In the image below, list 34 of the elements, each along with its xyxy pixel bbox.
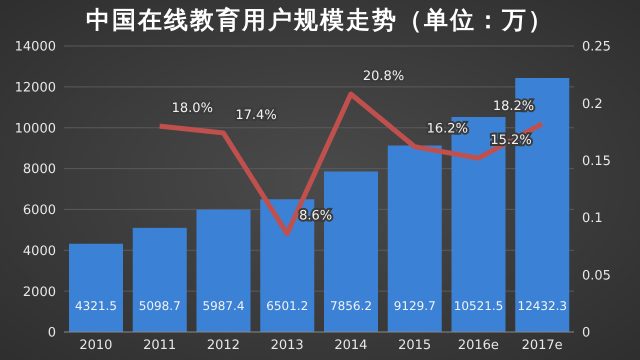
data-label: 10521.5 bbox=[454, 299, 504, 313]
y-tick-label: 14000 bbox=[14, 40, 56, 55]
x-tick-label: 2014 bbox=[334, 338, 368, 354]
data-label: 5098.7 bbox=[138, 299, 181, 313]
y-tick-label: 8000 bbox=[22, 162, 56, 178]
data-label: 18.0% bbox=[172, 101, 213, 116]
y-tick-label: 6000 bbox=[22, 203, 56, 218]
chart-title: 中国在线教育用户规模走势（单位：万） bbox=[85, 5, 555, 36]
x-tick-label: 2017e bbox=[522, 338, 563, 354]
x-tick-label: 2016e bbox=[458, 338, 499, 354]
y-tick-label: 12000 bbox=[14, 80, 56, 96]
data-label: 17.4% bbox=[235, 108, 277, 123]
y-tick-label: 4000 bbox=[22, 244, 56, 259]
data-label: 7856.2 bbox=[330, 299, 372, 313]
data-label: 9129.7 bbox=[394, 299, 436, 313]
x-tick-label: 2015 bbox=[398, 338, 432, 354]
y2-tick-label: 0.25 bbox=[582, 40, 611, 55]
data-label: 4321.5 bbox=[75, 299, 117, 313]
x-tick-label: 2011 bbox=[143, 338, 176, 354]
x-tick-label: 2012 bbox=[206, 338, 240, 354]
y2-tick-label: 0.2 bbox=[582, 96, 603, 112]
y-tick-label: 0 bbox=[48, 326, 56, 341]
data-label: 20.8% bbox=[362, 69, 404, 84]
y2-tick-label: 0.1 bbox=[582, 211, 603, 226]
y-tick-label: 2000 bbox=[22, 284, 56, 300]
y-tick-label: 10000 bbox=[14, 121, 56, 136]
y2-tick-label: 0.05 bbox=[582, 268, 611, 284]
y2-tick-label: 0.15 bbox=[582, 154, 611, 170]
y2-tick-label: 0 bbox=[582, 326, 590, 341]
x-tick-label: 2013 bbox=[270, 338, 304, 354]
data-label: 12432.3 bbox=[517, 299, 568, 313]
data-label: 5987.4 bbox=[202, 299, 244, 313]
data-label: 6501.2 bbox=[266, 299, 308, 313]
x-tick-label: 2010 bbox=[79, 338, 112, 354]
